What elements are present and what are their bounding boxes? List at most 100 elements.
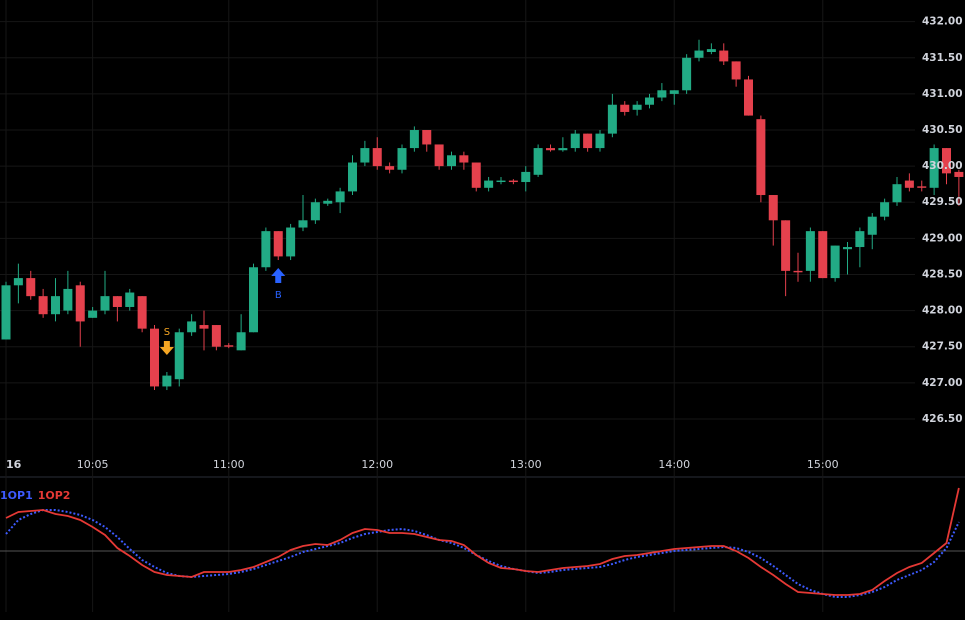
candle-body — [867, 216, 877, 235]
legend-label: 1OP1 — [0, 489, 33, 502]
candle-body — [286, 227, 296, 257]
candle-body — [397, 148, 407, 170]
x-tick-label: 11:00 — [213, 458, 245, 471]
candle-body — [805, 231, 815, 271]
candle-body — [744, 79, 753, 116]
candle-body — [137, 296, 147, 329]
candle-body — [261, 231, 271, 268]
candle-body — [546, 148, 555, 151]
candle-body — [830, 245, 840, 279]
candle-body — [657, 90, 667, 98]
candle-body — [880, 202, 890, 217]
candle-body — [508, 180, 518, 183]
legend-label: 1OP2 — [38, 489, 71, 502]
candle-body — [570, 133, 580, 149]
candle-body — [793, 270, 803, 273]
candle-body — [249, 267, 258, 333]
candle-body — [13, 278, 23, 286]
candle-body — [558, 148, 568, 151]
candle-body — [521, 171, 531, 183]
candle-body — [694, 50, 704, 58]
candle-body — [843, 247, 852, 250]
candle-body — [236, 332, 246, 351]
y-tick-label: 427.00 — [922, 377, 963, 389]
candle-body — [112, 296, 122, 307]
candle-body — [409, 130, 419, 149]
y-tick-label: 430.00 — [922, 160, 963, 172]
x-tick-label: 16 — [6, 458, 22, 471]
candle-body — [422, 130, 432, 145]
candle-body — [51, 296, 60, 315]
candle-body — [187, 321, 197, 333]
candle-body — [199, 325, 209, 329]
signal-arrow — [159, 340, 174, 355]
x-tick-label: 15:00 — [807, 458, 839, 471]
candle-body — [781, 220, 791, 271]
candle-body — [632, 104, 642, 110]
candle-body — [929, 148, 939, 188]
candle-body — [125, 292, 135, 307]
signal-label: B — [275, 290, 282, 301]
candle-body — [533, 148, 543, 175]
candle-body — [372, 148, 382, 167]
candle-body — [298, 220, 308, 228]
candle-body — [620, 104, 630, 112]
candle-body — [447, 155, 456, 167]
candle-body — [459, 155, 469, 163]
candle-body — [88, 310, 98, 318]
series-line — [5, 487, 960, 596]
x-tick-label: 10:05 — [77, 458, 109, 471]
candle-body — [645, 97, 654, 105]
candle-body — [310, 202, 320, 221]
signal-arrow — [271, 268, 286, 284]
candle-body — [63, 288, 73, 311]
candle-body — [904, 180, 914, 188]
signal-label: S — [164, 327, 170, 338]
candle-body — [360, 148, 370, 163]
candle-body — [162, 375, 172, 387]
candle-body — [75, 285, 85, 322]
x-tick-label: 14:00 — [658, 458, 690, 471]
x-tick-label: 13:00 — [510, 458, 542, 471]
candle-body — [954, 171, 964, 177]
candle-body — [855, 231, 865, 248]
candle-body — [434, 144, 444, 167]
y-tick-label: 432.00 — [922, 16, 963, 28]
candle-body — [756, 119, 766, 196]
candle-body — [150, 328, 159, 387]
candle-body — [26, 278, 36, 297]
candle-body — [669, 90, 679, 94]
candle-body — [583, 133, 593, 149]
candle-body — [595, 133, 605, 149]
x-tick-label: 12:00 — [361, 458, 393, 471]
y-tick-label: 426.50 — [922, 413, 963, 425]
candle-body — [719, 50, 729, 62]
candle-body — [942, 148, 951, 174]
candle-body — [818, 231, 828, 279]
candle-body — [607, 104, 617, 134]
candle-body — [917, 186, 927, 188]
candle-body — [273, 231, 283, 257]
candle-body — [100, 296, 110, 311]
candle-body — [706, 49, 716, 53]
candle-body — [768, 195, 778, 221]
y-tick-label: 428.00 — [922, 305, 963, 317]
candle-body — [335, 191, 345, 203]
candle-body — [38, 296, 48, 315]
candle-body — [348, 162, 357, 192]
candle-body — [731, 61, 741, 80]
y-tick-label: 429.00 — [922, 232, 963, 244]
candle-body — [496, 180, 506, 183]
y-tick-label: 430.50 — [922, 124, 963, 136]
candle-body — [1, 285, 11, 340]
candle-body — [323, 200, 333, 204]
y-tick-label: 428.50 — [922, 268, 963, 280]
candle-body — [211, 325, 221, 347]
candle-body — [484, 180, 494, 188]
y-tick-label: 429.50 — [922, 196, 963, 208]
candle-body — [471, 162, 481, 188]
candle-body — [174, 332, 184, 380]
y-tick-label: 431.00 — [922, 88, 963, 100]
